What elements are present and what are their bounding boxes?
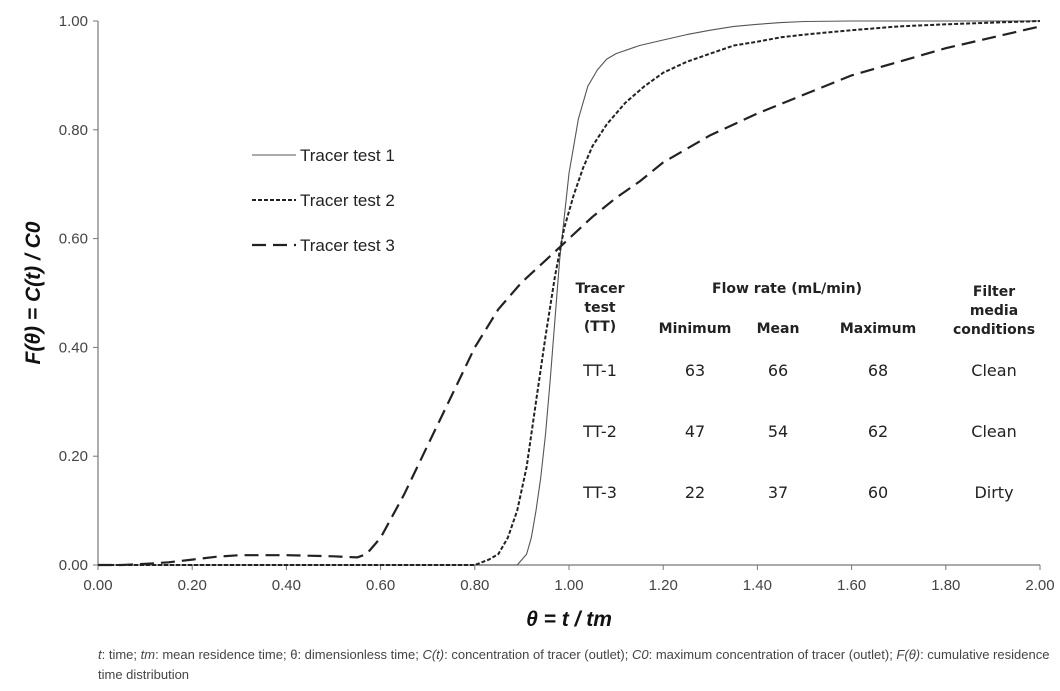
x-tick-label: 1.80 [931, 577, 960, 594]
table-cell-min: 47 [685, 422, 705, 441]
table-head-filter: Filter [973, 284, 1015, 300]
x-tick-label: 2.00 [1025, 577, 1054, 594]
table-cell-tt: TT-1 [582, 361, 617, 380]
footnote-tm-desc: : mean residence time; θ: dimensionless … [155, 647, 423, 662]
axis-titles: θ = t / tm F(θ) = C(t) / C0 [22, 221, 612, 631]
x-tick-label: 0.40 [272, 577, 301, 594]
series-line-3 [98, 25, 1041, 567]
x-tick-label: 0.80 [460, 577, 489, 594]
x-tick-label: 0.00 [83, 577, 112, 594]
legend-label-2: Tracer test 2 [300, 191, 395, 210]
legend-label-1: Tracer test 1 [300, 146, 395, 165]
table-cell-max: 62 [868, 422, 888, 441]
table-head-test: Tracer [575, 281, 624, 297]
series-line-1 [98, 20, 1040, 566]
x-tick-label: 1.00 [554, 577, 583, 594]
footnote-c0-symbol: C0 [631, 647, 649, 662]
table-head-flow: Flow rate (mL/min) [712, 281, 862, 297]
table-head-mean: Mean [757, 321, 800, 337]
x-tick-label: 0.60 [366, 577, 395, 594]
flow-rate-table: Tracer test (TT) Flow rate (mL/min) Minimum M… [575, 281, 1035, 502]
footnote-tm-symbol: tm [140, 647, 156, 662]
legend-label-3: Tracer test 3 [300, 236, 395, 255]
y-axis-title: F(θ) = C(t) / C0 [22, 221, 45, 364]
footnote-f-symbol: F(θ) [896, 647, 921, 662]
table-head-filter: media [970, 303, 1018, 319]
y-tick-label: 0.40 [59, 339, 88, 356]
x-tick-label: 0.20 [178, 577, 207, 594]
y-tick-label: 0.60 [59, 231, 88, 248]
x-tick-label: 1.20 [649, 577, 678, 594]
footnote-c0-desc: : maximum concentration of tracer (outle… [648, 647, 897, 662]
table-cell-min: 22 [685, 483, 705, 502]
table-cell-mean: 37 [768, 483, 788, 502]
x-tick-label: 1.60 [837, 577, 866, 594]
table-head-max: Maximum [840, 321, 916, 337]
axes: 0.00 0.20 0.40 0.60 0.80 1.00 1.20 1.40 1.60 1.80… [59, 13, 1055, 594]
table-head-test: test [584, 300, 616, 316]
y-tick-label: 1.00 [59, 13, 88, 30]
table-head-filter: conditions [953, 322, 1035, 338]
footnote-f-desc: : cumulative residence time distribution [98, 647, 1050, 682]
x-tick-label: 1.40 [743, 577, 772, 594]
y-tick-label: 0.00 [59, 557, 88, 574]
y-tick-label: 0.20 [59, 448, 88, 465]
table-cell-cond: Dirty [974, 483, 1013, 502]
series-lines [98, 20, 1041, 567]
table-head-test: (TT) [584, 319, 616, 335]
footnote-t-symbol: t [98, 647, 102, 662]
table-cell-tt: TT-3 [582, 483, 617, 502]
series-line-2 [98, 20, 1041, 566]
table-cell-max: 68 [868, 361, 888, 380]
table-cell-mean: 66 [768, 361, 788, 380]
table-cell-max: 60 [868, 483, 888, 502]
table-head-min: Minimum [659, 321, 732, 337]
table-cell-min: 63 [685, 361, 705, 380]
x-axis-title: θ = t / tm [526, 608, 612, 631]
table-cell-tt: TT-2 [582, 422, 617, 441]
table-cell-mean: 54 [768, 422, 788, 441]
footnote-ct-desc: : concentration of tracer (outlet); [444, 647, 632, 662]
table-cell-cond: Clean [971, 361, 1016, 380]
footnote-ct-symbol: C(t) [422, 647, 445, 662]
table-cell-cond: Clean [971, 422, 1016, 441]
legend: Tracer test 1 Tracer test 2 Tracer test 3 [252, 146, 395, 255]
footnote: t: time; tm: mean residence time; θ: dim… [98, 645, 1053, 685]
footnote-t-desc: : time; [101, 647, 141, 662]
residence-time-chart: 0.00 0.20 0.40 0.60 0.80 1.00 1.20 1.40 1.60 1.80… [22, 13, 1055, 631]
y-tick-label: 0.80 [59, 122, 88, 139]
